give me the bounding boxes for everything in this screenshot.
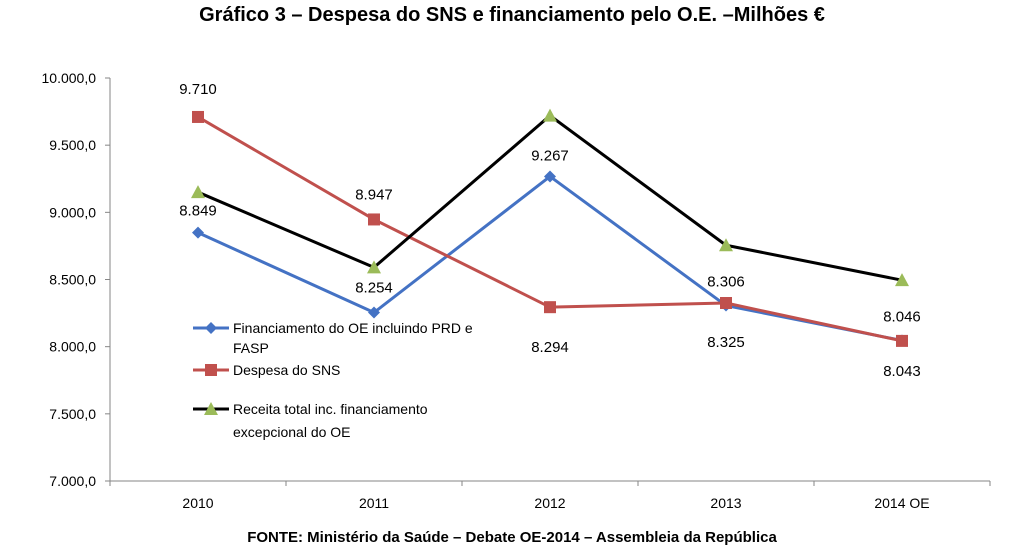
data-point-despesa-sns (720, 297, 732, 310)
y-tick-label: 9.000,0 (49, 204, 96, 220)
data-point-financiamento-oe (544, 170, 556, 183)
x-tick-label: 2011 (359, 495, 389, 511)
legend-label-despesa-sns: Despesa do SNS (233, 362, 340, 378)
y-tick-label: 8.000,0 (49, 339, 96, 355)
x-tick-label: 2014 OE (874, 495, 929, 511)
x-tick-label: 2012 (534, 495, 565, 511)
data-label-despesa-sns: 8.325 (707, 334, 745, 351)
data-label-financiamento-oe: 8.306 (707, 274, 745, 291)
data-point-receita-total (719, 238, 733, 252)
data-point-financiamento-oe (192, 226, 204, 239)
legend-marker-financiamento-oe (205, 322, 217, 334)
data-label-despesa-sns: 8.294 (531, 339, 569, 356)
chart-source: FONTE: Ministério da Saúde – Debate OE-2… (247, 529, 777, 546)
x-tick-label: 2010 (182, 495, 213, 511)
data-label-financiamento-oe: 9.267 (531, 147, 569, 164)
data-label-despesa-sns: 8.043 (883, 363, 921, 380)
chart-title: Gráfico 3 – Despesa do SNS e financiamen… (199, 4, 825, 26)
data-label-financiamento-oe: 8.849 (179, 203, 217, 220)
data-label-financiamento-oe: 8.046 (883, 308, 921, 325)
y-tick-label: 9.500,0 (49, 137, 96, 153)
data-point-receita-total (367, 260, 381, 274)
x-tick-label: 2013 (710, 495, 741, 511)
legend-label-receita-total: Receita total inc. financiamento (233, 401, 428, 417)
legend-label-receita-total-line2: excepcional do OE (233, 424, 351, 440)
data-point-financiamento-oe (368, 306, 380, 319)
series-line-receita-total (197, 114, 903, 282)
data-point-receita-total (895, 273, 909, 287)
legend-marker-receita-total (204, 402, 218, 415)
y-tick-label: 10.000,0 (42, 70, 97, 86)
data-point-despesa-sns (368, 213, 380, 226)
data-label-despesa-sns: 9.710 (179, 81, 217, 98)
legend-label-financiamento-oe-line2: FASP (233, 340, 269, 356)
data-point-receita-total (543, 108, 557, 122)
y-tick-label: 8.500,0 (49, 272, 96, 288)
y-tick-label: 7.000,0 (49, 473, 96, 489)
data-point-despesa-sns (192, 110, 204, 123)
data-point-despesa-sns (896, 334, 908, 347)
data-point-despesa-sns (544, 301, 556, 314)
legend-marker-despesa-sns (205, 364, 217, 376)
data-label-despesa-sns: 8.947 (355, 186, 393, 203)
data-point-receita-total (191, 185, 205, 199)
data-label-financiamento-oe: 8.254 (355, 280, 393, 297)
legend-label-financiamento-oe: Financiamento do OE incluindo PRD e (233, 320, 473, 336)
y-tick-label: 7.500,0 (49, 406, 96, 422)
